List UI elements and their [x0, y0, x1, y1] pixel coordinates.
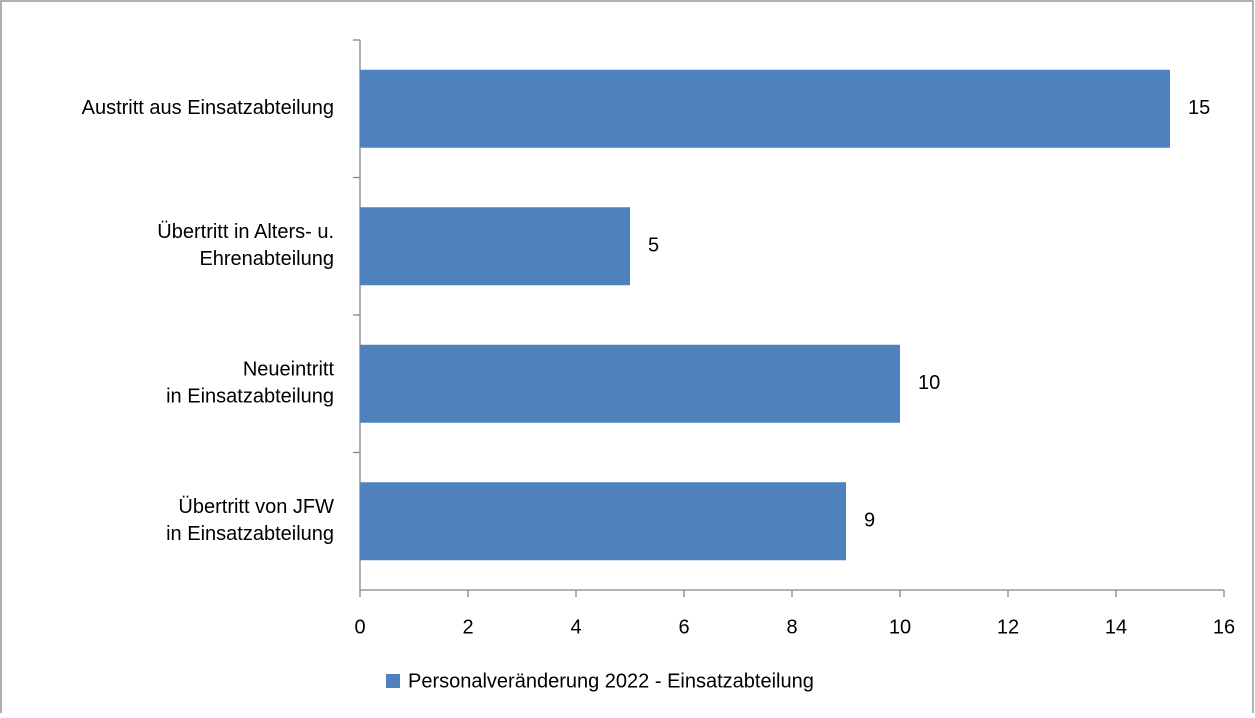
bar — [360, 207, 630, 286]
data-label: 5 — [648, 235, 659, 257]
bar — [360, 69, 1170, 148]
bar — [360, 482, 846, 561]
bar — [360, 344, 900, 423]
data-label: 9 — [864, 510, 875, 532]
x-tick-label: 14 — [1105, 616, 1127, 638]
x-tick-label: 12 — [997, 616, 1019, 638]
x-tick-label: 0 — [354, 616, 365, 638]
x-tick-label: 2 — [462, 616, 473, 638]
y-tick-label: Übertritt von JFW in Einsatzabteilung — [166, 496, 334, 545]
x-tick-label: 8 — [786, 616, 797, 638]
x-tick-label: 6 — [678, 616, 689, 638]
legend-label: Personalveränderung 2022 - Einsatzabteil… — [408, 670, 814, 692]
x-tick-label: 4 — [570, 616, 581, 638]
legend-swatch — [386, 674, 400, 688]
y-tick-label: Übertritt in Alters- u. Ehrenabteilung — [157, 221, 334, 270]
data-label: 10 — [918, 372, 940, 394]
y-tick-label: Neueintritt in Einsatzabteilung — [166, 359, 334, 408]
data-label: 15 — [1188, 97, 1210, 119]
x-tick-label: 16 — [1213, 616, 1235, 638]
y-tick-label: Austritt aus Einsatzabteilung — [82, 97, 334, 119]
x-tick-label: 10 — [889, 616, 911, 638]
